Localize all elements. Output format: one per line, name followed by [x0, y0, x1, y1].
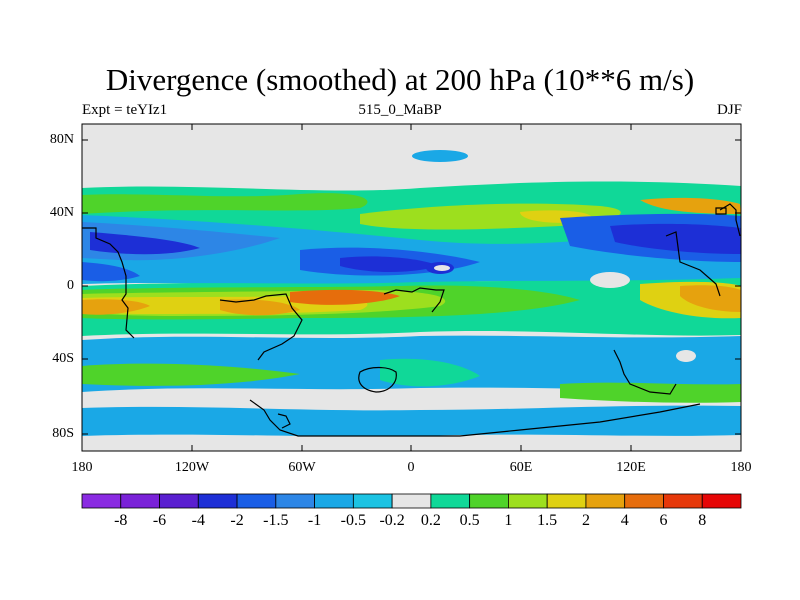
colorbar-label: 0.5 — [459, 512, 480, 529]
contour-band-east-orange — [680, 285, 741, 312]
coast-south-america — [219, 293, 303, 361]
contour-band-south-green-2 — [82, 363, 300, 386]
coast-australia — [613, 349, 677, 395]
colorbar-swatch — [391, 493, 432, 509]
contour-band-north-green — [82, 193, 368, 214]
colorbar-label: -6 — [152, 512, 167, 529]
colorbar-label: -8 — [114, 512, 128, 529]
colorbar-swatch — [508, 493, 548, 509]
colorbar-swatch — [81, 493, 122, 509]
x-tick-label: 60E — [509, 460, 533, 475]
colorbar-label: -2 — [230, 512, 244, 529]
contour-band-south-low — [82, 405, 741, 437]
colorbar-swatch — [352, 493, 393, 509]
contour-band-south-orange — [82, 299, 300, 316]
patch-equator-white — [434, 265, 450, 271]
coast-island-south — [358, 366, 397, 393]
colorbar-swatch — [159, 493, 199, 509]
contour-band-north-lime — [360, 203, 621, 230]
colorbar-swatch — [663, 493, 703, 509]
colorbar-label: 2 — [581, 512, 590, 529]
contour-band-south-green-3 — [380, 358, 480, 387]
contour-band-east-deepblue — [610, 223, 741, 254]
colorbar-label: -0.2 — [379, 512, 405, 529]
colorbar-label: -4 — [191, 512, 205, 529]
coastlines — [82, 203, 741, 437]
colorbar-swatch — [314, 493, 354, 509]
colorbar-swatch — [120, 493, 160, 509]
coast-north-america — [82, 227, 135, 339]
colorbar — [81, 493, 742, 509]
y-tick-label: 40S — [52, 351, 74, 366]
colorbar-swatch — [236, 493, 277, 509]
colorbar-label: 8 — [698, 512, 707, 529]
colorbar-swatch — [701, 493, 742, 509]
colorbar-label: -1 — [307, 512, 322, 529]
patch-east-gray — [676, 350, 696, 362]
colorbar-label: 1.5 — [537, 512, 558, 529]
coast-africa — [383, 287, 445, 313]
colorbar-label: -1.5 — [263, 512, 289, 529]
contour-band-trop-negative — [82, 215, 741, 286]
coast-east-island — [715, 207, 727, 215]
x-tick-label: 180 — [71, 460, 93, 475]
contour-band-trop-darkblue — [90, 232, 200, 255]
chart-title: Divergence (smoothed) at 200 hPa (10**6 … — [105, 62, 695, 97]
y-tick-label: 80N — [49, 132, 74, 147]
colorbar-swatch — [275, 493, 315, 509]
contour-band-sub-antarctic — [560, 382, 741, 403]
colorbar-swatch — [546, 493, 587, 509]
colorbar-label: -0.5 — [340, 512, 366, 529]
coast-east-rim — [719, 203, 741, 237]
patch-north-blue — [412, 150, 468, 162]
colorbar-label: 0.2 — [420, 512, 441, 529]
colorbar-swatch — [624, 493, 664, 509]
axis-ticks — [81, 124, 742, 451]
x-tick-label: 60W — [288, 460, 316, 475]
run-label: 515_0_MaBP — [358, 102, 442, 118]
coast-antarctica — [249, 399, 701, 437]
y-tick-label: 80S — [52, 426, 74, 441]
contour-band-south-red-orange — [290, 289, 400, 305]
y-tick-label: 0 — [67, 278, 74, 293]
x-tick-label: 0 — [407, 460, 415, 475]
colorbar-label: 1 — [504, 512, 513, 529]
patch-coastline-gray — [590, 272, 630, 288]
season-label: DJF — [716, 102, 742, 118]
x-tick-label: 120W — [174, 460, 210, 475]
contour-band-mid-deepblue — [340, 256, 440, 272]
colorbar-swatch — [469, 493, 509, 509]
colorbar-label: 4 — [620, 512, 629, 529]
x-tick-label: 120E — [616, 460, 646, 475]
coast-east-asia — [665, 231, 721, 297]
colorbar-swatch — [197, 493, 238, 509]
colorbar-label: 6 — [659, 512, 668, 529]
experiment-label: Expt = teYIz1 — [82, 102, 168, 118]
divergence-field — [82, 124, 741, 451]
colorbar-swatch — [585, 493, 626, 509]
coast-south-polar — [277, 413, 291, 429]
colorbar-swatch — [430, 493, 471, 509]
y-tick-label: 40N — [49, 205, 74, 220]
x-tick-label: 180 — [730, 460, 752, 475]
